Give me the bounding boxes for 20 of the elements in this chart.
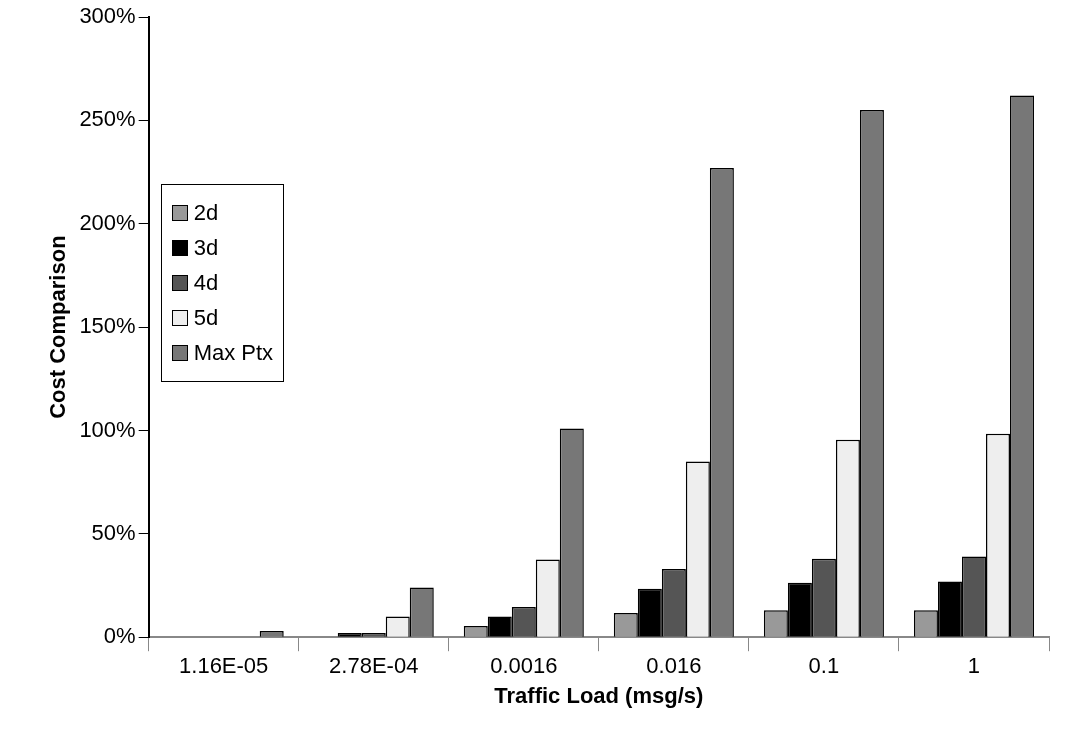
y-tick-label: 50% xyxy=(91,519,136,545)
y-tick-label: 100% xyxy=(79,416,136,442)
y-tick-label: 200% xyxy=(79,209,136,235)
y-tick-label: 0% xyxy=(103,623,136,649)
y-tick-label: 300% xyxy=(79,3,136,29)
legend-label: 4d xyxy=(193,270,219,297)
legend-label: Max Ptx xyxy=(193,340,274,367)
y-tick-label: 150% xyxy=(79,313,136,339)
x-tick-label: 1 xyxy=(967,653,981,679)
legend-label: 3d xyxy=(193,235,219,262)
x-tick-label: 0.016 xyxy=(646,653,702,679)
y-tick-label: 250% xyxy=(79,106,136,132)
x-tick-label: 0.1 xyxy=(808,653,840,679)
legend-label: 2d xyxy=(193,200,219,227)
legend-label: 5d xyxy=(193,305,219,332)
x-tick-label: 2.78E-04 xyxy=(329,653,419,679)
x-tick-label: 0.0016 xyxy=(490,653,558,679)
y-axis-title: Cost Comparison xyxy=(45,235,71,419)
x-axis-title: Traffic Load (msg/s) xyxy=(494,682,704,708)
x-tick-label: 1.16E-05 xyxy=(179,653,269,679)
